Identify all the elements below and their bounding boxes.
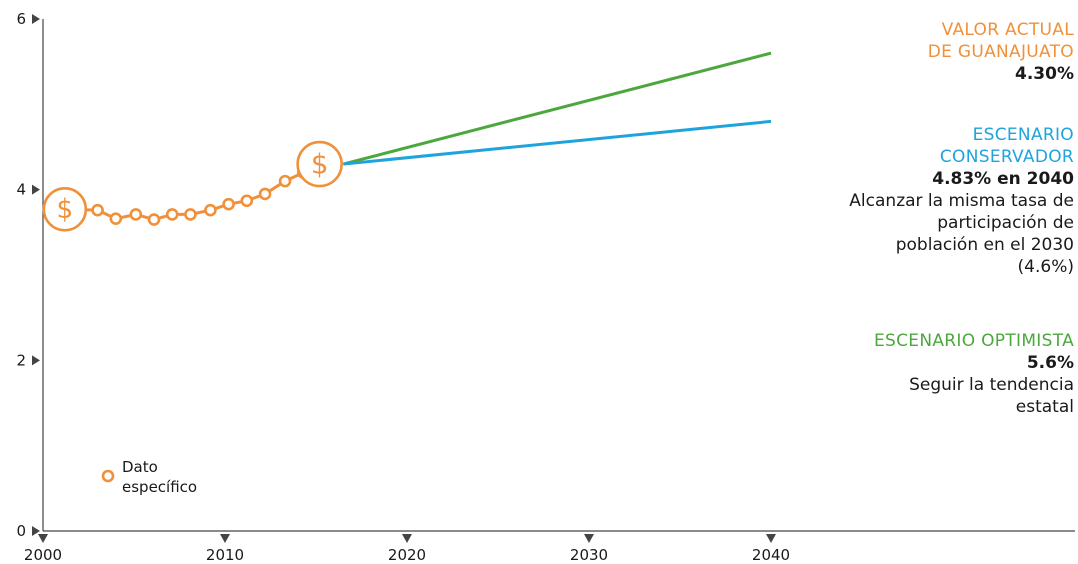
x-tick-label: 2020 [388,546,426,564]
panel-conservador-title-line2: CONSERVADOR [939,147,1074,167]
panel-conservador-desc-1: Alcanzar la misma tasa de [849,191,1074,211]
panel-optimista-title: ESCENARIO OPTIMISTA [874,331,1074,351]
panel-actual-title-line1: VALOR ACTUAL [941,20,1074,40]
y-tick-mark [32,526,40,536]
data-point [129,208,143,221]
data-point [147,213,161,226]
data-point [204,203,217,217]
y-tick-label: 0 [16,522,26,540]
y-tick-label: 2 [16,351,26,369]
x-tick-label: 2040 [752,546,790,564]
legend: Dato específico [122,457,197,497]
data-point [240,194,254,208]
x-tick-mark [38,534,48,543]
panel-conservador-title-line1: ESCENARIO [972,125,1074,145]
data-point [222,197,235,211]
panel-actual-title-line2: DE GUANAJUATO [927,42,1074,62]
dollar-icon [42,186,88,232]
legend-marker-circle [101,469,115,483]
panel-conservador-desc-4: (4.6%) [1017,257,1074,277]
series-line-1 [342,51,772,166]
point-layer [91,166,310,226]
y-tick-mark [32,355,40,366]
x-tick-mark [402,534,412,543]
panel-optimista: ESCENARIO OPTIMISTA 5.6% Seguir la tende… [874,330,1074,418]
x-tick-label: 2030 [570,546,608,564]
data-point [184,208,197,221]
data-point [109,212,123,225]
series-line-2 [343,119,772,166]
icon-layer: $$ [42,140,343,232]
panel-conservador: ESCENARIO CONSERVADOR 4.83% en 2040 Alca… [849,124,1074,278]
panel-optimista-desc-1: Seguir la tendencia [909,375,1074,395]
y-tick-label: 6 [16,10,26,28]
legend-label-line2: específico [122,478,198,496]
panel-actual-value: 4.30% [1015,64,1074,84]
x-tick-mark [766,534,776,543]
panel-conservador-value: 4.83% en 2040 [932,169,1074,189]
panel-actual: VALOR ACTUAL DE GUANAJUATO 4.30% [928,19,1074,85]
y-tick-label: 4 [16,181,26,199]
panel-optimista-value: 5.6% [1026,353,1074,373]
x-tick-label: 2010 [206,546,244,564]
dollar-icon-symbol: $ [56,195,73,225]
legend-label-line1: Dato [122,458,158,476]
data-point [165,208,179,221]
panel-conservador-desc-2: participación de [937,213,1074,233]
series-layer [64,51,772,222]
x-tick-mark [584,534,594,543]
y-tick-mark [32,14,40,24]
x-tick-label: 2000 [24,546,62,564]
panel-conservador-desc-3: población en el 2030 [895,235,1074,255]
legend-marker [101,469,115,483]
data-point [258,187,272,201]
y-tick-mark [32,184,40,195]
panel-optimista-desc-2: estatal [1015,397,1074,417]
dollar-icon [296,140,343,188]
data-point [91,203,104,217]
dollar-icon-symbol: $ [311,148,329,180]
data-point [278,174,292,188]
axes: 0 2 4 6 2000 2010 2020 2030 2040 [16,10,1075,564]
x-tick-mark [220,534,230,543]
